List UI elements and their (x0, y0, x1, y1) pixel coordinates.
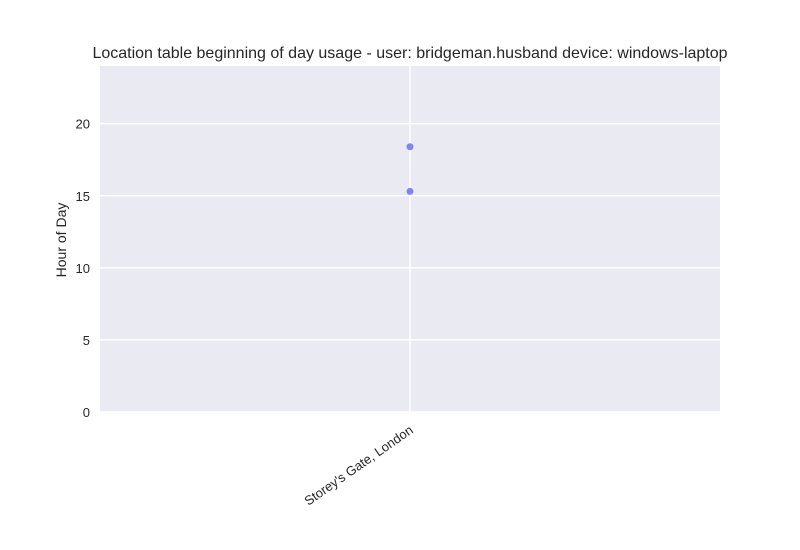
data-point (406, 143, 414, 151)
y-tick-label: 10 (76, 261, 90, 276)
y-tick-label: 15 (76, 189, 90, 204)
x-tick-label: Storey's Gate, London (301, 422, 415, 508)
data-point (406, 187, 414, 195)
y-tick-label: 0 (83, 405, 90, 420)
y-tick-label: 20 (76, 117, 90, 132)
y-axis-label: Hour of Day (53, 203, 69, 278)
x-tick-labels: Storey's Gate, London (301, 422, 415, 508)
data-points (406, 143, 414, 195)
y-tick-label: 5 (83, 333, 90, 348)
chart-title: Location table beginning of day usage - … (92, 45, 727, 62)
y-tick-labels: 0 5 10 15 20 (76, 117, 90, 420)
